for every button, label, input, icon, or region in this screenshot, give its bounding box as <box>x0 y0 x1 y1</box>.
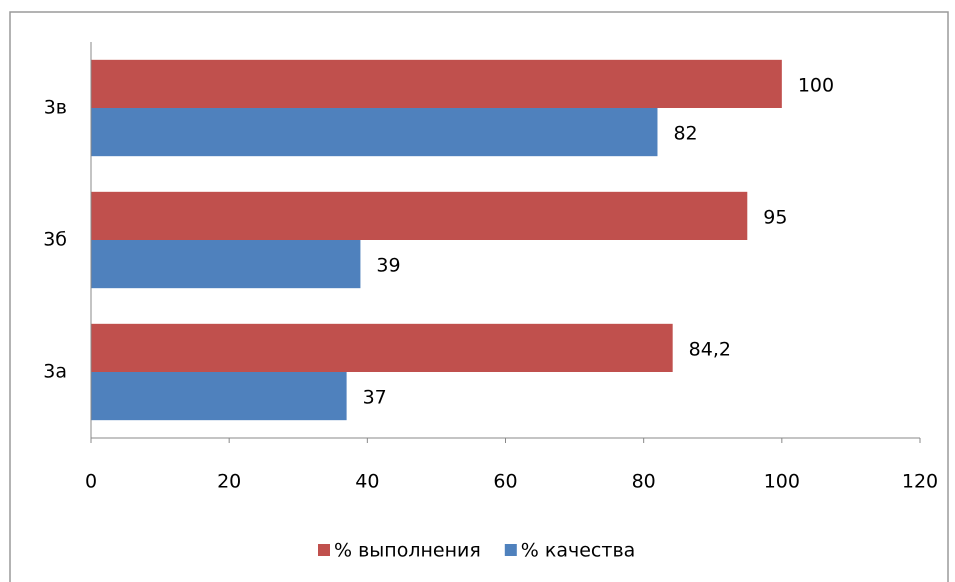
x-tick-label: 0 <box>85 471 97 493</box>
bar <box>91 240 361 289</box>
legend-swatch <box>504 544 517 556</box>
x-tick-label: 20 <box>217 471 241 493</box>
value-label: 95 <box>763 206 787 228</box>
legend-label: % выполнения <box>334 540 481 562</box>
value-label: 82 <box>673 123 697 145</box>
y-tick-label: 3а <box>43 361 67 383</box>
bar <box>91 323 673 372</box>
value-label: 39 <box>376 255 400 277</box>
bar <box>91 372 347 421</box>
value-label: 100 <box>798 74 834 96</box>
bar <box>91 191 748 240</box>
x-tick-label: 80 <box>632 471 656 493</box>
bar <box>91 108 658 157</box>
value-label: 84,2 <box>689 338 731 360</box>
y-tick-label: 3б <box>43 229 67 251</box>
bar <box>91 59 782 108</box>
legend-swatch <box>318 544 330 556</box>
x-tick-label: 120 <box>902 471 938 493</box>
y-tick-label: 3в <box>44 97 67 119</box>
x-tick-label: 60 <box>493 471 517 493</box>
legend-label: % качества <box>521 540 635 562</box>
x-tick-label: 40 <box>355 471 379 493</box>
x-tick-label: 100 <box>764 471 800 493</box>
value-label: 37 <box>363 387 387 409</box>
